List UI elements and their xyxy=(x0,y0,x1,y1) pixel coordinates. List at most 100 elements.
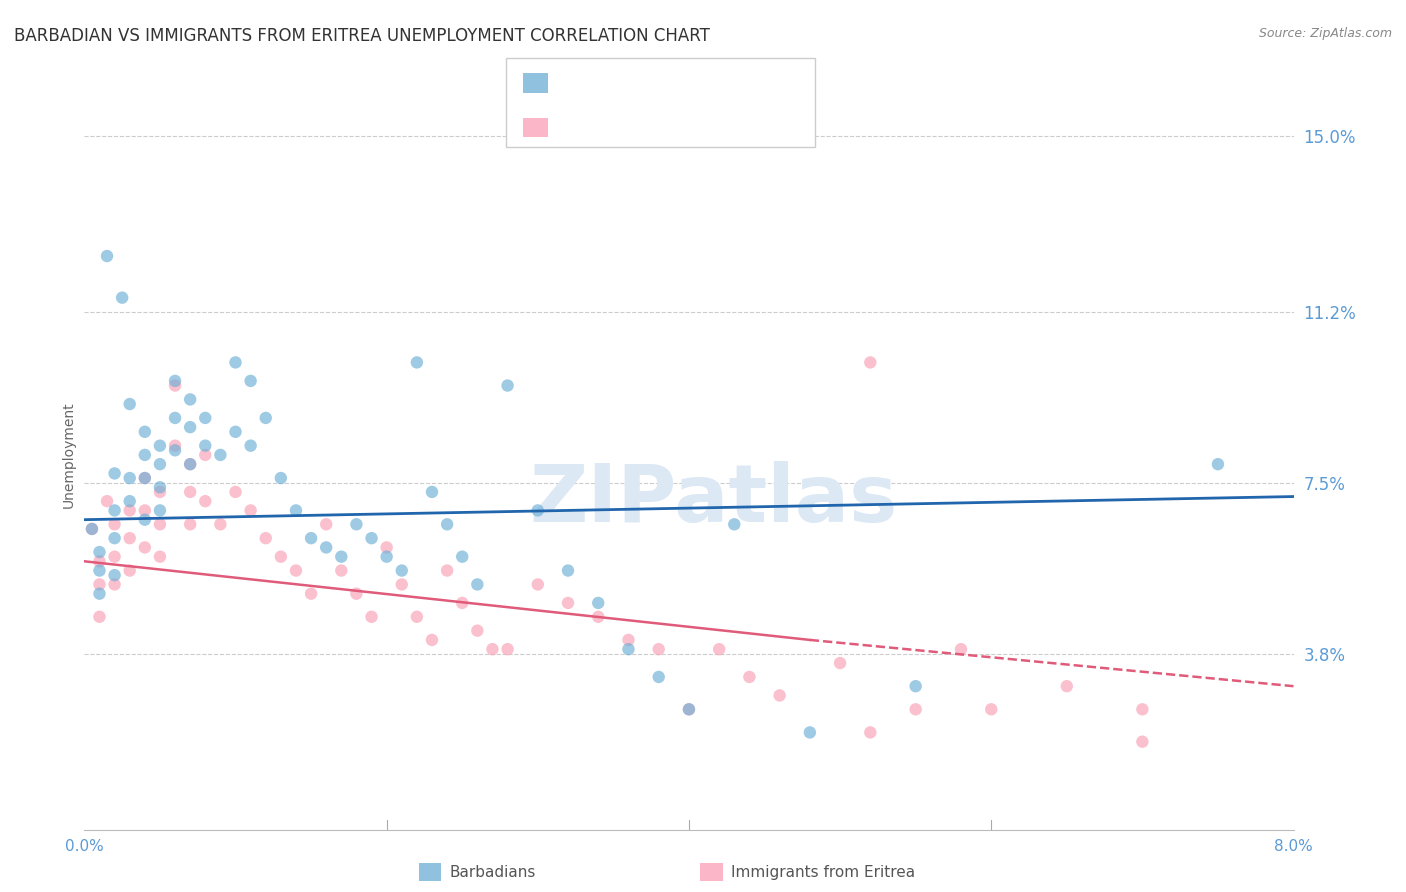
Point xyxy=(588,596,610,610)
Point xyxy=(96,249,118,263)
Point xyxy=(1056,679,1078,693)
Point xyxy=(346,517,368,532)
Point xyxy=(149,517,172,532)
Point xyxy=(254,531,277,545)
Point xyxy=(134,513,156,527)
Point xyxy=(1206,457,1229,471)
Point xyxy=(118,397,141,411)
Point xyxy=(436,564,458,578)
Point xyxy=(134,471,156,485)
Point xyxy=(315,541,337,555)
Point xyxy=(678,702,700,716)
Point xyxy=(225,484,247,499)
Point xyxy=(118,503,141,517)
Point xyxy=(375,541,398,555)
Text: Barbadians: Barbadians xyxy=(450,865,536,880)
Point xyxy=(134,448,156,462)
Point xyxy=(859,725,882,739)
Point xyxy=(194,494,217,508)
Point xyxy=(467,577,489,591)
Point xyxy=(360,531,382,545)
Text: R =: R = xyxy=(560,119,599,136)
Point xyxy=(89,554,111,568)
Point xyxy=(179,484,201,499)
Point xyxy=(254,411,277,425)
Point xyxy=(527,577,550,591)
Point xyxy=(165,443,187,458)
Point xyxy=(134,471,156,485)
Point xyxy=(557,596,579,610)
Point xyxy=(315,517,337,532)
Point xyxy=(391,564,413,578)
Point xyxy=(209,448,232,462)
Point xyxy=(527,503,550,517)
Point xyxy=(420,632,443,647)
Point xyxy=(179,420,201,434)
Point xyxy=(104,568,127,582)
Point xyxy=(179,457,201,471)
Point xyxy=(270,471,292,485)
Point xyxy=(118,531,141,545)
Point xyxy=(89,545,111,559)
Point xyxy=(588,609,610,624)
Point xyxy=(96,494,118,508)
Point xyxy=(118,564,141,578)
Text: ZIPatlas: ZIPatlas xyxy=(529,461,897,539)
Point xyxy=(375,549,398,564)
Point xyxy=(104,517,127,532)
Point xyxy=(346,587,368,601)
Point xyxy=(360,609,382,624)
Point xyxy=(149,503,172,517)
Point xyxy=(89,577,111,591)
Point xyxy=(104,549,127,564)
Y-axis label: Unemployment: Unemployment xyxy=(62,401,76,508)
Point xyxy=(149,484,172,499)
Point xyxy=(118,494,141,508)
Text: R =: R = xyxy=(560,74,599,92)
Point xyxy=(980,702,1002,716)
Point xyxy=(496,378,519,392)
Point xyxy=(165,374,187,388)
Text: Source: ZipAtlas.com: Source: ZipAtlas.com xyxy=(1258,27,1392,40)
Point xyxy=(89,587,111,601)
Point xyxy=(678,702,700,716)
Point xyxy=(104,467,127,481)
Point xyxy=(1132,702,1154,716)
Point xyxy=(165,411,187,425)
Point xyxy=(89,609,111,624)
Point xyxy=(648,642,671,657)
Point xyxy=(239,503,262,517)
Point xyxy=(89,564,111,578)
Point xyxy=(904,702,927,716)
Point xyxy=(104,503,127,517)
Point xyxy=(799,725,821,739)
Point xyxy=(406,355,429,369)
Point xyxy=(391,577,413,591)
Point xyxy=(723,517,745,532)
Point xyxy=(451,596,474,610)
Point xyxy=(165,439,187,453)
Text: 60: 60 xyxy=(700,74,725,92)
Point xyxy=(481,642,503,657)
Point xyxy=(617,632,640,647)
Point xyxy=(118,471,141,485)
Point xyxy=(134,541,156,555)
Point xyxy=(557,564,579,578)
Point xyxy=(104,577,127,591)
Point xyxy=(299,531,322,545)
Text: Immigrants from Eritrea: Immigrants from Eritrea xyxy=(731,865,915,880)
Point xyxy=(738,670,761,684)
Point xyxy=(194,439,217,453)
Point xyxy=(451,549,474,564)
Point xyxy=(406,609,429,624)
Point xyxy=(467,624,489,638)
Point xyxy=(830,656,852,670)
Point xyxy=(80,522,103,536)
Point xyxy=(648,670,671,684)
Text: 62: 62 xyxy=(700,119,725,136)
Point xyxy=(1132,734,1154,748)
Text: N =: N = xyxy=(655,74,707,92)
Point xyxy=(179,457,201,471)
Point xyxy=(904,679,927,693)
Point xyxy=(134,425,156,439)
